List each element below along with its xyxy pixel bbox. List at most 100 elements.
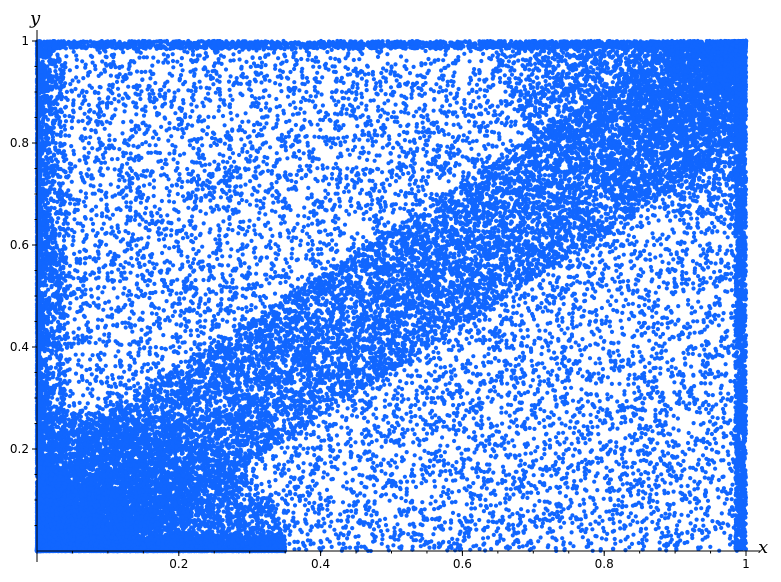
scatter-point <box>631 354 635 358</box>
scatter-point <box>373 490 377 494</box>
scatter-point <box>230 228 234 232</box>
scatter-point <box>660 322 664 326</box>
scatter-point <box>687 407 691 411</box>
scatter-point <box>430 517 434 521</box>
scatter-point <box>148 346 152 350</box>
scatter-point <box>376 55 380 59</box>
scatter-point <box>343 140 347 144</box>
scatter-point <box>91 353 95 357</box>
scatter-point <box>355 92 359 96</box>
scatter-point <box>591 253 595 257</box>
scatter-point <box>483 449 487 453</box>
scatter-point <box>388 183 392 187</box>
scatter-point <box>287 187 291 191</box>
scatter-point <box>157 306 161 310</box>
scatter-point <box>380 170 384 174</box>
scatter-point <box>535 514 539 518</box>
scatter-point <box>676 304 680 308</box>
scatter-point <box>645 516 649 520</box>
scatter-point <box>313 510 317 514</box>
scatter-point <box>461 402 465 406</box>
scatter-point <box>576 257 580 261</box>
scatter-point <box>330 64 334 68</box>
scatter-point <box>688 394 692 398</box>
scatter-point <box>84 406 88 410</box>
scatter-point <box>86 387 90 391</box>
scatter-point <box>453 467 457 471</box>
scatter-point <box>568 541 572 545</box>
scatter-point <box>209 144 213 148</box>
scatter-point <box>704 528 708 532</box>
scatter-point <box>666 451 670 455</box>
scatter-point <box>614 445 618 449</box>
scatter-point <box>357 534 361 538</box>
scatter-point <box>96 285 100 289</box>
scatter-point <box>532 520 536 524</box>
scatter-point <box>299 107 303 111</box>
scatter-point <box>179 63 183 67</box>
scatter-point <box>70 243 74 247</box>
scatter-point <box>433 401 437 405</box>
scatter-point <box>489 121 493 125</box>
scatter-point <box>721 416 725 420</box>
scatter-point <box>336 136 340 140</box>
scatter-point <box>536 323 540 327</box>
scatter-point <box>425 432 429 436</box>
scatter-point <box>503 99 507 103</box>
scatter-point <box>329 477 333 481</box>
scatter-point <box>327 182 331 186</box>
scatter-point <box>374 416 378 420</box>
scatter-point <box>394 179 398 183</box>
scatter-point <box>663 512 667 516</box>
scatter-point <box>89 128 93 132</box>
scatter-point <box>98 183 102 187</box>
scatter-point <box>700 343 704 347</box>
scatter-point <box>339 425 343 429</box>
scatter-point <box>582 424 586 428</box>
scatter-point <box>607 289 611 293</box>
scatter-point <box>631 519 635 523</box>
scatter-point <box>64 119 68 123</box>
scatter-point <box>467 435 471 439</box>
scatter-point <box>148 143 152 147</box>
scatter-point <box>516 432 520 436</box>
scatter-point <box>581 498 585 502</box>
scatter-point <box>605 315 609 319</box>
scatter-point <box>297 547 301 551</box>
scatter-point <box>692 421 696 425</box>
scatter-point <box>200 245 204 249</box>
scatter-point <box>334 243 338 247</box>
scatter-point <box>380 216 384 220</box>
scatter-point <box>541 310 545 314</box>
scatter-point <box>145 169 149 173</box>
scatter-point <box>517 303 521 307</box>
scatter-point <box>508 414 512 418</box>
scatter-point <box>525 344 529 348</box>
scatter-point <box>174 322 178 326</box>
scatter-point <box>634 282 638 286</box>
scatter-point <box>677 337 681 341</box>
scatter-point <box>533 449 537 453</box>
scatter-point <box>633 478 637 482</box>
scatter-point <box>487 347 491 351</box>
scatter-point <box>112 286 116 290</box>
scatter-point <box>471 398 475 402</box>
scatter-point <box>228 289 232 293</box>
scatter-point <box>292 100 296 104</box>
scatter-point <box>212 190 216 194</box>
scatter-point <box>441 58 445 62</box>
scatter-point <box>131 264 135 268</box>
scatter-point <box>73 164 77 168</box>
scatter-point <box>424 379 428 383</box>
scatter-point <box>180 185 184 189</box>
scatter-point <box>159 214 163 218</box>
scatter-point <box>290 256 294 260</box>
scatter-point <box>88 255 92 259</box>
scatter-point <box>295 173 299 177</box>
scatter-point <box>371 143 375 147</box>
scatter-point <box>486 536 490 540</box>
scatter-point <box>595 425 599 429</box>
scatter-point <box>649 505 653 509</box>
scatter-point <box>383 224 387 228</box>
